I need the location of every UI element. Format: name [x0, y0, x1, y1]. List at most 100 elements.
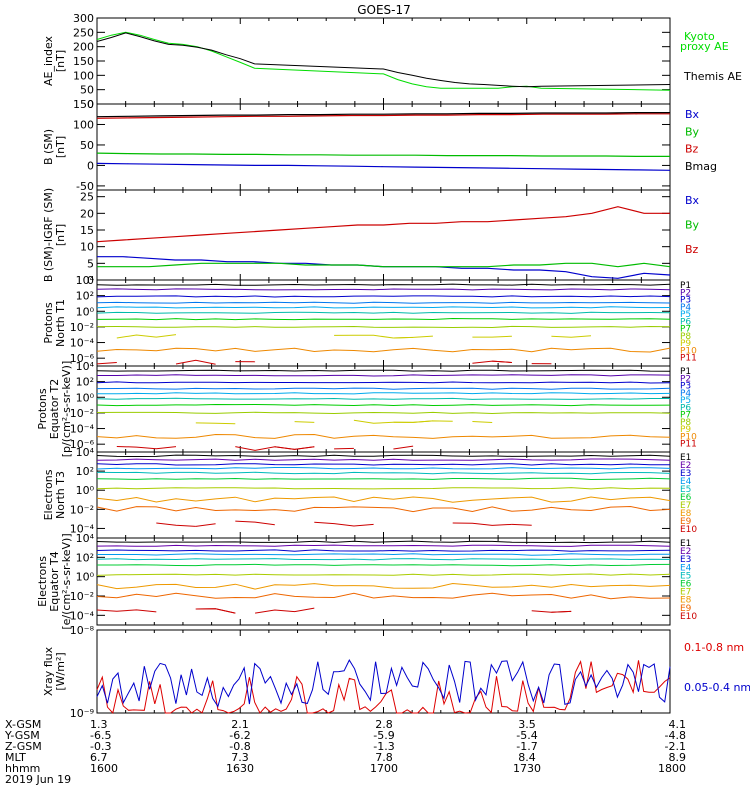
series-channel	[393, 336, 414, 339]
footer-value: -0.3	[90, 740, 111, 753]
series-channel	[96, 306, 671, 309]
footer-row-label: hhmm	[5, 762, 40, 775]
series-channel	[294, 446, 315, 450]
footer-value: 1600	[90, 762, 118, 775]
y-tick-label: 10⁻⁴	[70, 423, 95, 436]
series-channel	[96, 582, 671, 590]
series-channel	[96, 540, 671, 544]
legend-entry: P5	[680, 310, 691, 320]
legend-entry: P11	[680, 440, 697, 450]
legend-entry: 0.1-0.8 nm	[684, 641, 744, 654]
legend-entry: P7	[680, 411, 691, 421]
series-channel	[96, 471, 671, 475]
series-group	[96, 454, 671, 527]
series-channel	[96, 544, 671, 547]
series-channel	[116, 334, 177, 339]
series-channel	[96, 558, 671, 561]
series-channel	[96, 295, 671, 298]
footer-value: -1.3	[373, 740, 394, 753]
y-tick-label: 0	[87, 98, 94, 111]
y-axis-label-line: AE_index	[42, 35, 55, 86]
series-channel	[96, 609, 157, 613]
y-tick-label: 10⁻⁴	[70, 337, 95, 350]
legend-entry: P1	[680, 281, 691, 291]
panel-frame	[96, 365, 671, 453]
legend-entry: E3	[680, 555, 691, 565]
y-axis-label: B (SM)-IGRF (SM)[nT]	[42, 188, 67, 282]
legend: Bx By Bz Bmag	[685, 108, 717, 173]
y-tick-label: 10⁰	[76, 391, 95, 404]
footer-value: -0.8	[229, 740, 250, 753]
y-tick-label: 10⁻⁴	[70, 609, 95, 622]
series-channel	[96, 397, 670, 400]
y-axis-label-line: B (SM)-IGRF (SM)	[42, 188, 55, 282]
legend-entry: E2	[680, 547, 691, 557]
legend-entry: E3	[680, 469, 691, 479]
legend-entry: By	[685, 219, 700, 232]
legend-entry: P2	[680, 288, 691, 298]
legend-entry: Bz	[685, 243, 699, 256]
y-tick-label: 200	[73, 41, 94, 54]
y-axis-label: ProtonsEquator T2[p/(cm²-s-sr-keV)]	[36, 361, 73, 458]
series-channel	[551, 335, 592, 338]
legend-entry: E6	[680, 493, 692, 503]
legend-entry: P8	[680, 332, 691, 342]
legend-entry: E5	[680, 485, 691, 495]
footer-value: 7.8	[375, 751, 393, 764]
footer-value: 1730	[513, 762, 541, 775]
series-channel	[511, 523, 532, 526]
y-tick-label: 10⁴	[76, 446, 95, 459]
series-channel	[452, 522, 512, 526]
y-axis-label-line: [nT]	[54, 136, 67, 158]
series-channel	[96, 403, 671, 407]
y-tick-label: 0	[87, 274, 94, 287]
series-channel	[96, 477, 671, 481]
series-group	[96, 31, 671, 91]
series-group	[96, 111, 671, 171]
y-tick-label: 10⁻⁸	[70, 624, 95, 637]
y-tick-label: 50	[80, 84, 94, 97]
series-channel	[175, 359, 216, 365]
y-tick-label: 10⁻²	[70, 590, 94, 603]
series-b-sm	[96, 152, 670, 157]
series-channel	[97, 563, 671, 567]
legend-entry: Bx	[685, 194, 700, 207]
series-channel	[96, 369, 671, 372]
y-tick-label: 150	[73, 55, 94, 68]
series-channel	[235, 520, 275, 526]
legend-entry: P4	[680, 389, 691, 399]
y-tick-label: 10⁻⁹	[70, 707, 94, 720]
series-channel	[96, 467, 671, 470]
legend-entry: E9	[680, 604, 692, 614]
panel-bigrf: 25 20 15 10 5 0 B (SM)-IGRF (SM)[nT] Bx By Bz	[42, 188, 700, 287]
legend-entry: Bmag	[685, 160, 717, 173]
series-b-sm	[96, 162, 671, 171]
series-channel	[294, 421, 315, 423]
panel-ae: 300250200150100500AE_index[nT]Kyotoproxy…	[42, 12, 742, 111]
y-tick-label: 10⁴	[76, 274, 95, 287]
series-group	[96, 206, 671, 279]
legend-entry: P11	[680, 354, 697, 364]
legend-entry: P10	[680, 346, 697, 356]
y-axis-label: ElectronsEquator T4[e/(cm²-s-sr-keV)]	[36, 533, 73, 629]
y-tick-label: 10⁻⁶	[70, 352, 95, 365]
y-axis-label-line: Protons	[36, 388, 49, 429]
footer-row-label: Y-GSM	[4, 729, 40, 742]
legend-entry: E4	[680, 563, 692, 573]
legend-entry: E10	[680, 525, 697, 535]
y-axis-label-line: Electrons	[42, 469, 55, 520]
legend-entry: E6	[680, 580, 692, 590]
legend-entry: P5	[680, 396, 691, 406]
series-channel	[96, 496, 671, 503]
footer-value: -4.8	[665, 729, 686, 742]
y-tick-label: 10²	[76, 376, 94, 389]
footer-value: 1800	[658, 762, 686, 775]
legend: 0.1-0.8 nm 0.05-0.4 nm	[684, 641, 750, 694]
y-tick-label: -50	[76, 180, 94, 193]
footer-date: 2019 Jun 19	[5, 773, 71, 786]
series-channel	[531, 610, 572, 613]
series-channel	[235, 446, 295, 451]
y-tick-label: 10⁰	[76, 305, 95, 318]
legend-entry: P4	[680, 303, 691, 313]
